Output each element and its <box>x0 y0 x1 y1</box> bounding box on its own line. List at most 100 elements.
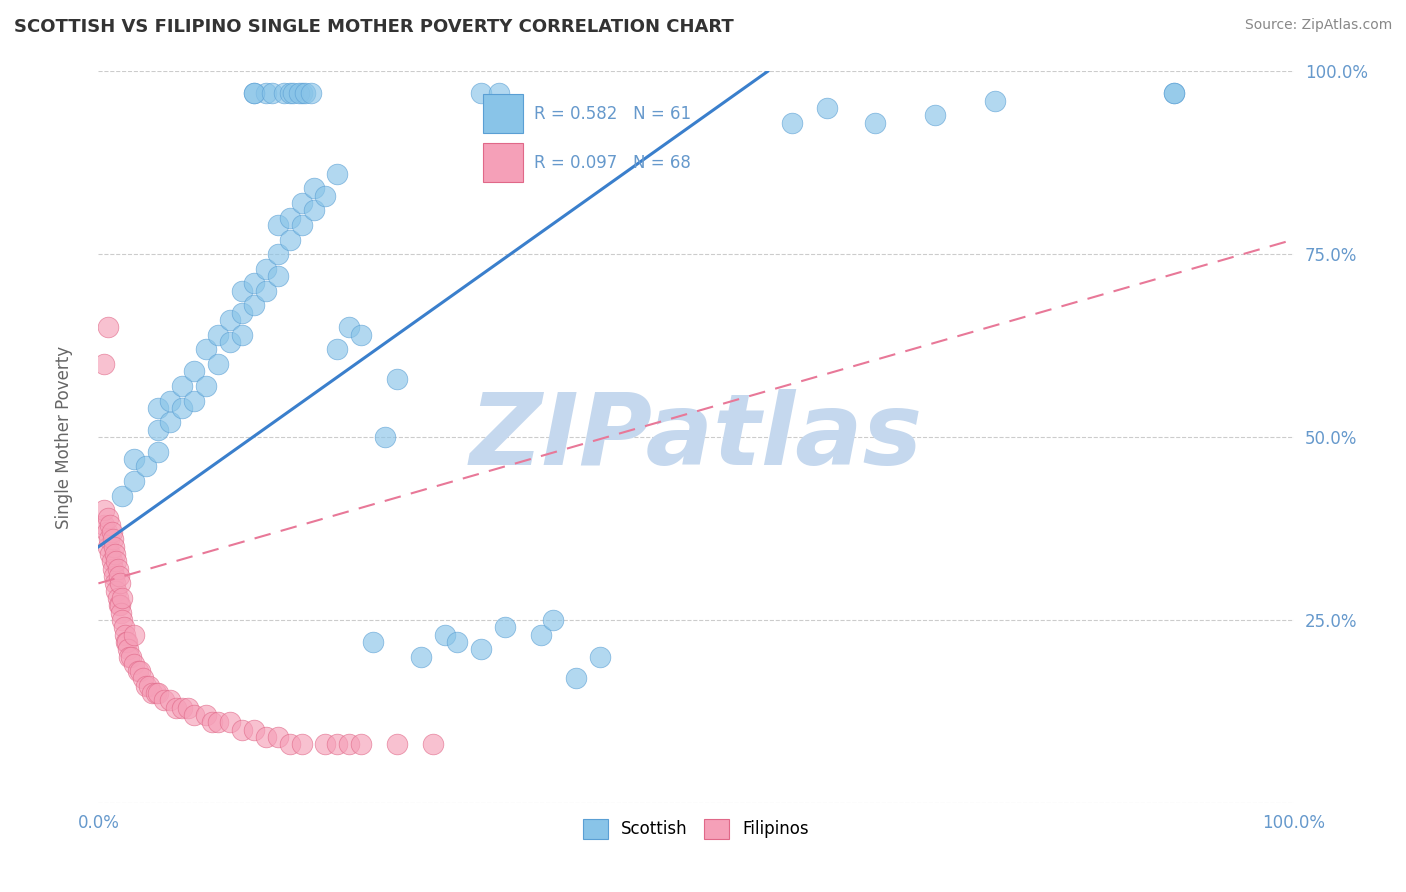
Point <box>100 525 122 540</box>
Point <box>97 320 120 334</box>
Point <box>148 401 170 415</box>
Point <box>135 459 157 474</box>
Point <box>105 583 128 598</box>
Point <box>326 343 349 357</box>
Point <box>148 686 170 700</box>
Point <box>101 533 124 547</box>
Point <box>118 649 141 664</box>
Point <box>494 620 516 634</box>
Point <box>97 540 120 554</box>
Point <box>183 393 205 408</box>
Point <box>273 87 295 101</box>
Point <box>100 554 122 568</box>
Point <box>177 700 200 714</box>
Point <box>267 269 290 284</box>
Legend: Scottish, Filipinos: Scottish, Filipinos <box>576 812 815 846</box>
Point <box>159 693 181 707</box>
Point <box>315 737 337 751</box>
Point <box>124 452 146 467</box>
Point <box>350 327 373 342</box>
Point <box>108 599 131 613</box>
Point <box>267 730 290 744</box>
Point <box>231 723 253 737</box>
Point <box>291 87 314 101</box>
Point <box>291 196 314 211</box>
Point <box>470 642 492 657</box>
Point <box>207 357 229 371</box>
Point <box>283 87 305 101</box>
Point <box>243 298 266 312</box>
Point <box>105 554 128 568</box>
Point <box>243 723 266 737</box>
Point <box>120 649 142 664</box>
Point <box>291 737 314 751</box>
Point <box>101 562 124 576</box>
Point <box>231 306 253 320</box>
Point <box>446 635 468 649</box>
Point <box>219 715 242 730</box>
Point <box>288 87 311 101</box>
Point <box>488 87 510 101</box>
Point <box>231 284 253 298</box>
Point <box>145 686 167 700</box>
Text: SCOTTISH VS FILIPINO SINGLE MOTHER POVERTY CORRELATION CHART: SCOTTISH VS FILIPINO SINGLE MOTHER POVER… <box>14 18 734 36</box>
Point <box>138 679 160 693</box>
Point <box>326 737 349 751</box>
Point <box>278 233 301 247</box>
Point <box>924 108 946 122</box>
Point <box>114 627 136 641</box>
Point <box>148 444 170 458</box>
Point <box>104 576 127 591</box>
Point <box>111 489 134 503</box>
Point <box>115 635 138 649</box>
Point <box>110 606 132 620</box>
Point <box>93 503 115 517</box>
Point <box>104 547 127 561</box>
Point <box>195 343 218 357</box>
Point <box>195 379 218 393</box>
Point <box>302 203 325 218</box>
Point <box>815 101 838 115</box>
Point <box>385 737 409 751</box>
Point <box>434 627 457 641</box>
Point <box>780 115 803 129</box>
Point <box>107 562 129 576</box>
Point <box>107 591 129 605</box>
Point <box>530 627 553 641</box>
Point <box>207 715 229 730</box>
Point <box>339 737 361 751</box>
Point <box>984 94 1007 108</box>
Point <box>315 188 337 202</box>
Point <box>117 642 139 657</box>
Point <box>219 313 242 327</box>
Point <box>243 87 266 101</box>
Point <box>299 87 322 101</box>
Point <box>148 423 170 437</box>
Point <box>115 635 138 649</box>
Point <box>291 218 314 232</box>
Point <box>385 371 409 385</box>
Point <box>127 664 149 678</box>
Point <box>254 284 277 298</box>
Point <box>172 700 194 714</box>
Point <box>112 620 135 634</box>
Point <box>254 261 277 276</box>
Point <box>278 87 301 101</box>
Point <box>278 211 301 225</box>
Point <box>207 327 229 342</box>
Point <box>93 517 115 532</box>
Point <box>278 737 301 751</box>
Point <box>267 218 290 232</box>
Point <box>124 474 146 488</box>
Point <box>589 649 612 664</box>
Point <box>260 87 283 101</box>
Point <box>1163 87 1185 101</box>
Point <box>339 320 361 334</box>
Point <box>129 664 152 678</box>
Point <box>243 277 266 291</box>
Point <box>103 540 125 554</box>
Point <box>422 737 444 751</box>
Point <box>1163 87 1185 101</box>
Point <box>172 379 194 393</box>
Point <box>294 87 316 101</box>
